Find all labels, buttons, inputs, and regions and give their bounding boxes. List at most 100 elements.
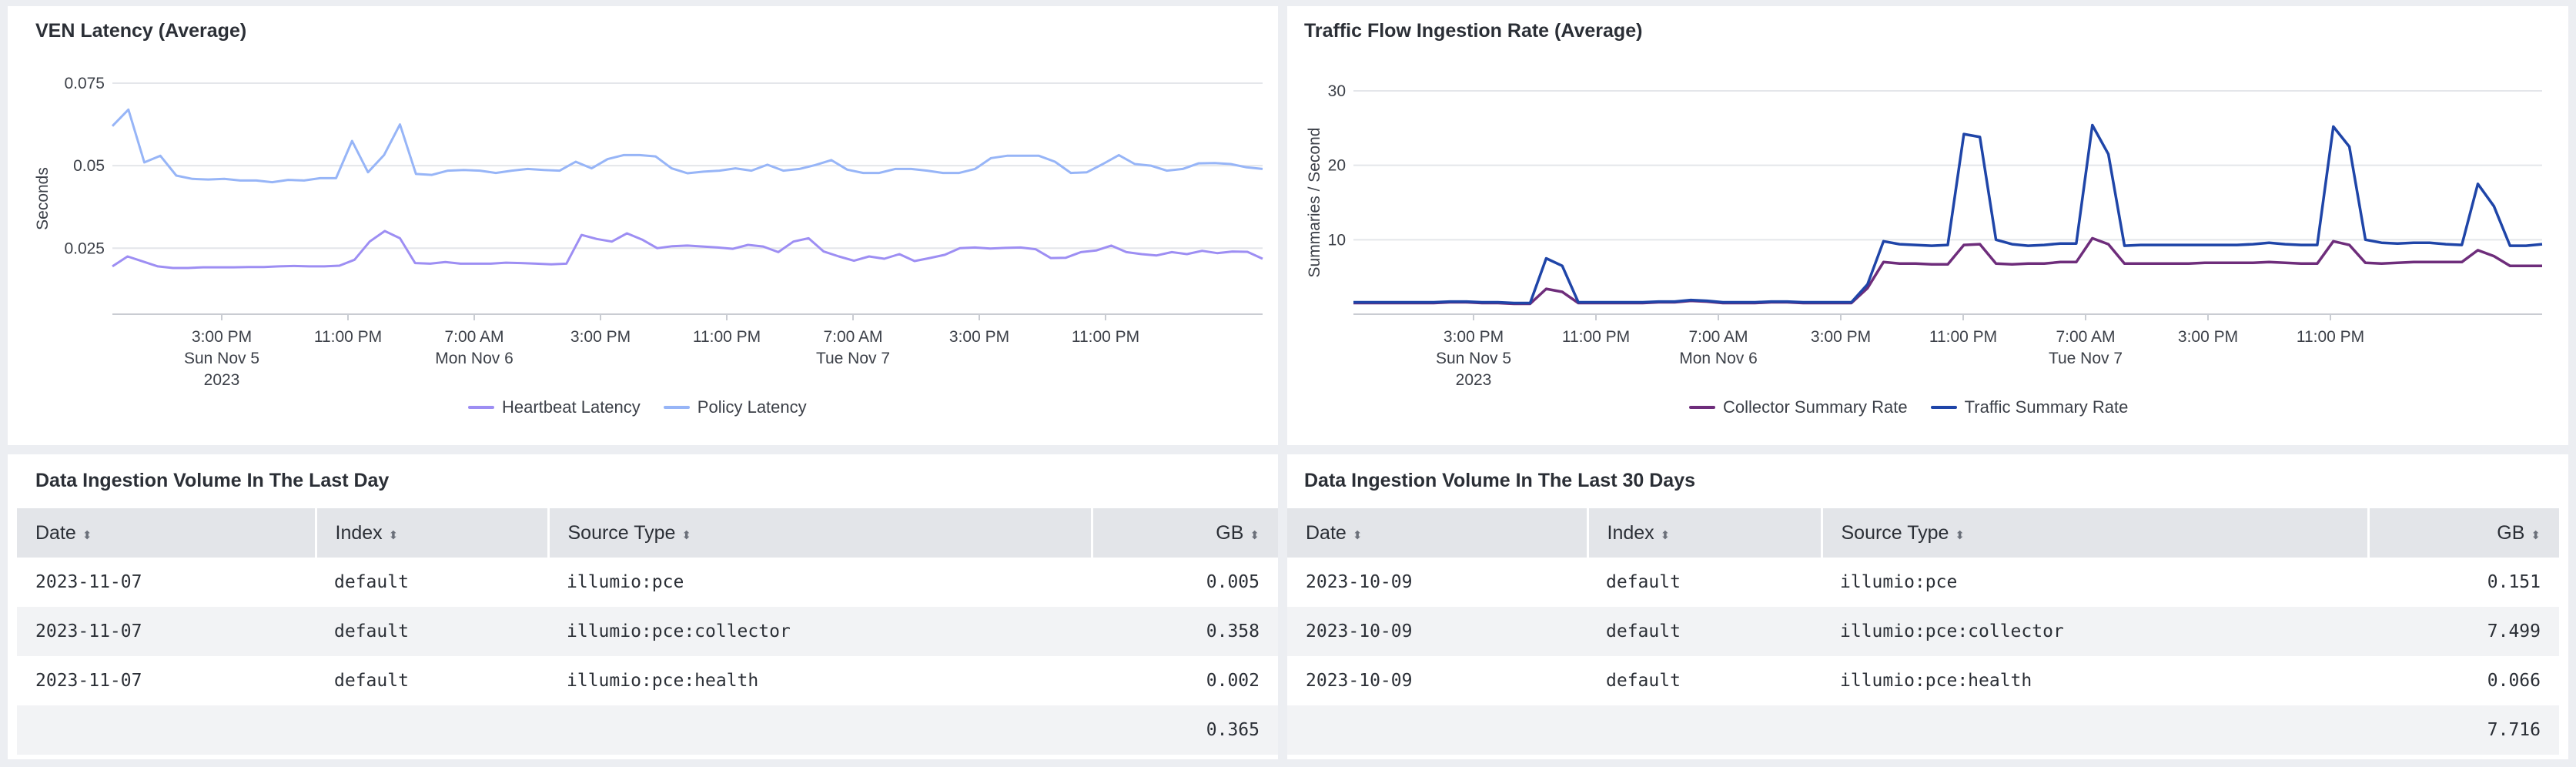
column-header-date[interactable]: Date ⬍ xyxy=(1287,508,1589,558)
column-header-index[interactable]: Index ⬍ xyxy=(1587,508,1823,558)
x-tick-label: 11:00 PM xyxy=(1072,328,1139,346)
x-tick-label: 11:00 PM xyxy=(2297,328,2364,346)
x-tick-label: Mon Nov 6 xyxy=(1679,350,1758,367)
x-tick-label: 2023 xyxy=(1456,371,1492,389)
cell-index: default xyxy=(334,671,409,691)
table-row: 2023-11-07 default illumio:pce:collector… xyxy=(17,607,1278,656)
legend-item-collector[interactable]: Collector Summary Rate xyxy=(1689,397,1908,417)
sort-icon: ⬍ xyxy=(1352,528,1363,542)
cell-gb: 0.151 xyxy=(2487,572,2541,592)
ingestion-last-30-days-panel: Data Ingestion Volume In The Last 30 Day… xyxy=(1287,454,2568,759)
x-tick-label: Tue Nov 7 xyxy=(816,350,890,367)
panel-title: Data Ingestion Volume In The Last 30 Day… xyxy=(1304,470,1695,491)
legend-item-heartbeat[interactable]: Heartbeat Latency xyxy=(468,397,641,417)
policy-swatch xyxy=(663,406,690,409)
x-tick-label: 7:00 AM xyxy=(823,328,882,346)
cell-index: default xyxy=(1606,671,1681,691)
ven-latency-chart[interactable]: 0.025 0.05 0.075 Seconds 3:00 PM Sun Nov 5 202… xyxy=(8,52,1278,414)
chart-legend: Collector Summary Rate Traffic Summary R… xyxy=(1689,397,2128,417)
legend-label: Collector Summary Rate xyxy=(1723,397,1908,417)
column-header-gb[interactable]: GB ⬍ xyxy=(2368,508,2559,558)
table-row: 2023-10-09 default illumio:pce 0.151 xyxy=(1287,558,2559,607)
x-tick-label: 3:00 PM xyxy=(949,328,1009,346)
x-tick-label: 7:00 AM xyxy=(2056,328,2115,346)
y-tick-label: 10 xyxy=(1328,231,1346,249)
y-tick-label: 30 xyxy=(1328,82,1346,100)
series-line-heartbeat-latency xyxy=(112,229,1263,270)
cell-gb: 7.499 xyxy=(2368,607,2559,656)
sort-icon: ⬍ xyxy=(1250,528,1260,542)
cell-date: 2023-10-09 xyxy=(1287,607,1587,656)
sort-icon: ⬍ xyxy=(681,528,691,542)
heartbeat-swatch xyxy=(468,406,494,409)
legend-item-policy[interactable]: Policy Latency xyxy=(663,397,807,417)
cell-source-type: illumio:pce:collector xyxy=(548,607,1092,656)
x-tick-label: 3:00 PM xyxy=(1811,328,1871,346)
x-tick-label: Tue Nov 7 xyxy=(2049,350,2123,367)
cell-source-type: illumio:pce:collector xyxy=(1822,607,2368,656)
y-axis-label: Seconds xyxy=(34,167,52,230)
cell-date: 2023-10-09 xyxy=(1306,572,1413,592)
cell-gb: 0.005 xyxy=(1206,572,1260,592)
cell-index: default xyxy=(316,607,548,656)
y-tick-label: 0.025 xyxy=(64,239,105,257)
table-row: 2023-11-07 default illumio:pce 0.005 xyxy=(17,558,1278,607)
sort-icon: ⬍ xyxy=(1955,528,1965,542)
x-tick-label: 7:00 AM xyxy=(444,328,503,346)
legend-item-traffic[interactable]: Traffic Summary Rate xyxy=(1930,397,2129,417)
column-header-source-type[interactable]: Source Type ⬍ xyxy=(548,508,1093,558)
x-tick-label: 11:00 PM xyxy=(1929,328,1997,346)
cell-date: 2023-11-07 xyxy=(35,671,142,691)
y-tick-label: 0.075 xyxy=(64,75,105,92)
x-tick-label: 3:00 PM xyxy=(570,328,631,346)
traffic-flow-chart[interactable]: 10 20 30 Summaries / Second 3:00 PM Sun Nov 5… xyxy=(1287,52,2568,414)
cell-gb: 0.066 xyxy=(2487,671,2541,691)
cell-date: 2023-10-09 xyxy=(1306,671,1413,691)
cell-gb: 0.002 xyxy=(1206,671,1260,691)
panel-title: Data Ingestion Volume In The Last Day xyxy=(35,470,390,491)
series-line-policy-latency xyxy=(111,108,1263,184)
collector-swatch xyxy=(1689,406,1715,409)
table-total-row: 0.365 xyxy=(17,705,1278,755)
cell-index: default xyxy=(1587,607,1822,656)
column-header-index[interactable]: Index ⬍ xyxy=(316,508,550,558)
x-tick-label: 3:00 PM xyxy=(192,328,252,346)
table-row: 2023-10-09 default illumio:pce:health 0.… xyxy=(1287,656,2559,705)
y-tick-label: 0.05 xyxy=(73,157,105,175)
cell-gb: 0.358 xyxy=(1092,607,1278,656)
cell-index: default xyxy=(1606,572,1681,592)
cell-date: 2023-11-07 xyxy=(17,607,316,656)
column-header-date[interactable]: Date ⬍ xyxy=(17,508,317,558)
legend-label: Heartbeat Latency xyxy=(502,397,641,417)
cell-source-type: illumio:pce xyxy=(567,572,684,592)
sort-icon: ⬍ xyxy=(82,528,92,542)
x-tick-label: 11:00 PM xyxy=(693,328,761,346)
x-tick-label: 7:00 AM xyxy=(1688,328,1748,346)
ingestion-day-table: Date ⬍ Index ⬍ Source Type ⬍ GB ⬍ 2023-11-07… xyxy=(17,508,1278,755)
sort-icon: ⬍ xyxy=(1660,528,1671,542)
x-tick-label: Sun Nov 5 xyxy=(184,350,259,367)
column-header-source-type[interactable]: Source Type ⬍ xyxy=(1822,508,2370,558)
table-header-row: Date ⬍ Index ⬍ Source Type ⬍ GB ⬍ xyxy=(1287,508,2559,558)
ingestion-month-table: Date ⬍ Index ⬍ Source Type ⬍ GB ⬍ 2023-10-09… xyxy=(1287,508,2559,755)
x-tick-label: 11:00 PM xyxy=(1562,328,1630,346)
x-tick-label: 2023 xyxy=(204,371,240,389)
panel-title: Traffic Flow Ingestion Rate (Average) xyxy=(1304,20,1643,42)
x-tick-label: 3:00 PM xyxy=(2178,328,2238,346)
table-row: 2023-10-09 default illumio:pce:collector… xyxy=(1287,607,2559,656)
y-tick-label: 20 xyxy=(1328,157,1346,175)
chart-legend: Heartbeat Latency Policy Latency xyxy=(468,397,807,417)
table-row: 2023-11-07 default illumio:pce:health 0.… xyxy=(17,656,1278,705)
cell-source-type: illumio:pce:health xyxy=(1840,671,2032,691)
y-axis-label: Summaries / Second xyxy=(1306,128,1323,278)
cell-index: default xyxy=(334,572,409,592)
legend-label: Traffic Summary Rate xyxy=(1964,397,2129,417)
table-header-row: Date ⬍ Index ⬍ Source Type ⬍ GB ⬍ xyxy=(17,508,1278,558)
column-header-gb[interactable]: GB ⬍ xyxy=(1092,508,1278,558)
traffic-flow-panel: Traffic Flow Ingestion Rate (Average) 10… xyxy=(1287,6,2568,445)
ingestion-last-day-panel: Data Ingestion Volume In The Last Day Da… xyxy=(8,454,1278,759)
cell-date: 2023-11-07 xyxy=(35,572,142,592)
legend-label: Policy Latency xyxy=(697,397,807,417)
x-tick-label: Sun Nov 5 xyxy=(1436,350,1511,367)
series-line-traffic-summary-rate xyxy=(1353,123,2543,305)
